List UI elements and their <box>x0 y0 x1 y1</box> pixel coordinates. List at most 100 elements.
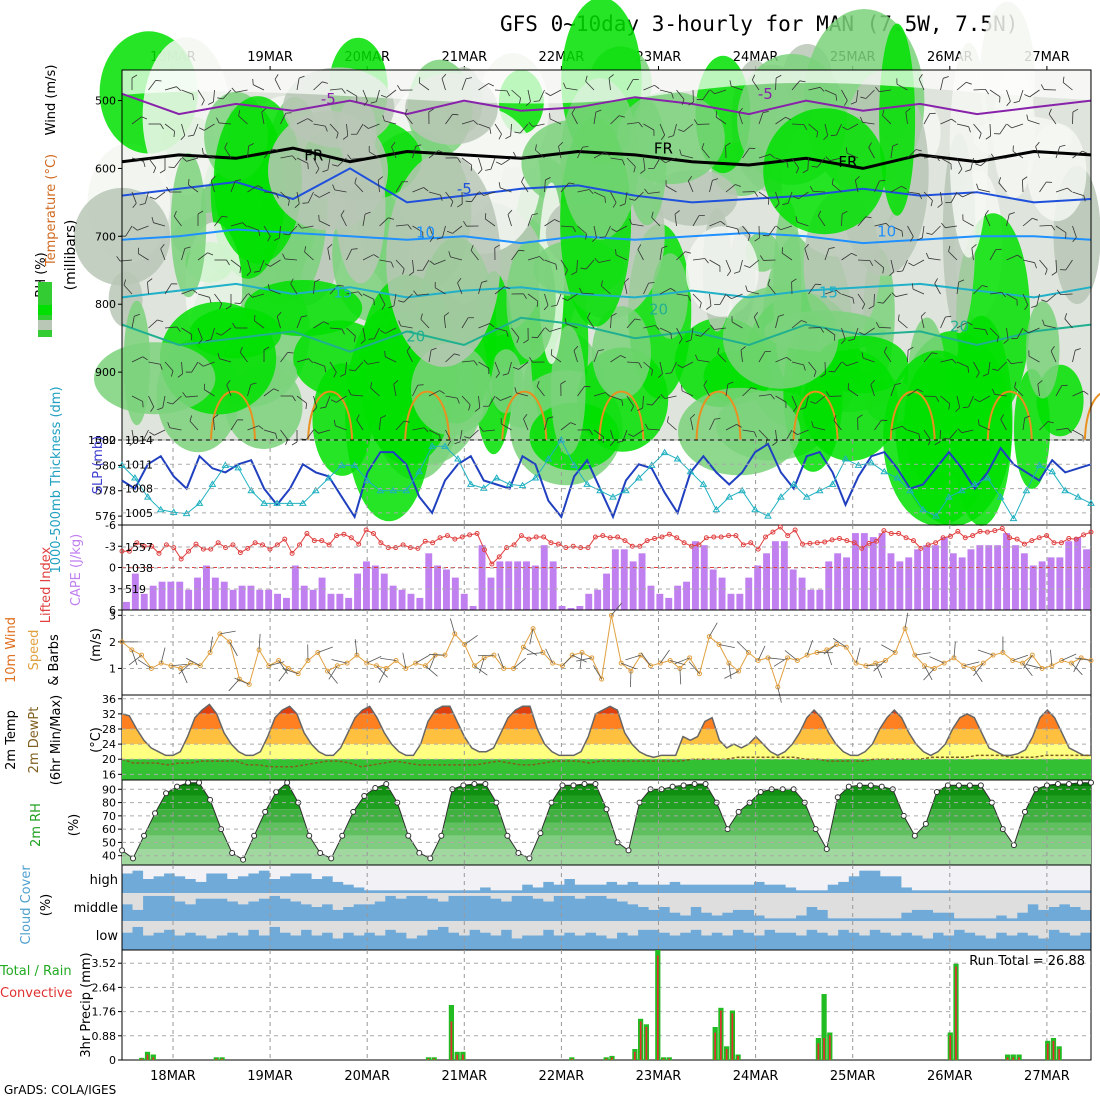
wind-barb <box>824 289 842 295</box>
temperature-tick-label: 20 <box>102 753 116 766</box>
wind-barb-flag <box>315 168 320 174</box>
wind-barb-flag <box>454 353 460 356</box>
wind-barb-flag <box>925 252 929 259</box>
wind-barb <box>648 157 661 169</box>
wind-barb <box>643 325 660 331</box>
wind-barb-flag <box>967 366 970 373</box>
wind-barb-shaft <box>676 293 689 297</box>
top-date-label: 19MAR <box>247 50 293 65</box>
wind-barb-flag <box>720 220 726 226</box>
wind-speed-marker <box>334 663 340 669</box>
wind-barb-flag <box>495 396 501 401</box>
wind-barb <box>692 258 709 264</box>
wind-barb-flag <box>966 81 972 85</box>
cloud-cover-bar <box>922 938 934 950</box>
cloud-cover-bar <box>122 932 133 950</box>
wind-barb-shaft <box>239 352 248 363</box>
wind-barb-shaft <box>354 361 364 372</box>
wind-barb-flag <box>1067 428 1072 434</box>
wind-barb-flag <box>350 133 357 135</box>
wind-barb-flag <box>184 246 191 249</box>
lifted-index-marker <box>859 545 865 551</box>
wind-barb-shaft <box>185 657 201 667</box>
wind-barb-flag <box>859 116 863 123</box>
wind-barb-flag <box>209 297 212 304</box>
wind-barb <box>470 244 479 261</box>
rh-marker <box>141 832 148 839</box>
cape-bar <box>611 549 619 610</box>
wind-barb <box>247 293 265 298</box>
wind-barb-flag <box>380 415 386 419</box>
wind-barb-shaft <box>890 225 903 232</box>
wind-barb <box>461 360 478 366</box>
wind-barb <box>329 361 337 378</box>
wind-barb-flag <box>828 247 835 250</box>
cloud-clear-bar <box>237 893 249 905</box>
wind-speed-marker <box>589 655 595 661</box>
wind-barb-flag <box>235 179 242 182</box>
cape-bar <box>460 593 468 610</box>
wind-speed-marker <box>931 665 937 671</box>
wind-barb-flag <box>865 216 872 219</box>
cloud-clear-bar <box>132 921 144 927</box>
wind-barb <box>151 216 166 227</box>
wind-barb <box>416 259 430 271</box>
wind-barb-flag <box>847 383 849 390</box>
wind-barb <box>497 653 505 669</box>
cloud-clear-bar <box>975 893 987 919</box>
cloud-clear-bar <box>206 865 218 874</box>
thickness-marker <box>660 448 669 456</box>
rh-marker <box>251 832 258 839</box>
wind-barb-flag <box>203 383 205 390</box>
wind-barb-shaft <box>824 123 829 136</box>
wind-barb-flag <box>384 350 386 357</box>
wind-barb-shaft <box>441 78 446 91</box>
bottom-date-label: 18MAR <box>150 1069 196 1084</box>
wind-barb-shaft <box>626 395 634 407</box>
wind-barb-flag <box>802 169 809 174</box>
lifted-index-marker <box>607 535 613 541</box>
wind-barb <box>685 327 694 343</box>
cape-bar <box>229 589 237 610</box>
cloud-clear-bar <box>543 893 555 902</box>
wind-barb-shaft <box>1021 179 1024 193</box>
wind-barb-flag <box>417 384 424 386</box>
cloud-cover-bar <box>827 918 839 921</box>
lifted-index-marker <box>851 540 857 546</box>
wind-barb-shaft <box>147 282 149 295</box>
wind-speed-marker <box>158 660 164 666</box>
cloud-cover-bar <box>922 890 934 893</box>
wind-barb-flag <box>968 126 971 133</box>
wind-barb-flag <box>681 99 685 105</box>
lifted-index-marker <box>459 534 465 540</box>
cloud-cover-bar <box>395 932 407 950</box>
wind-barb-shaft <box>882 115 892 125</box>
wind-barb-flag <box>967 321 973 326</box>
wind-barb <box>941 222 958 229</box>
wind-speed-marker <box>325 668 331 674</box>
temperature-tick-label: 32 <box>102 708 116 721</box>
cloud-clear-bar <box>164 865 176 874</box>
wind-barb-flag <box>143 161 146 168</box>
wind-barb-flag <box>465 200 472 203</box>
wind-barb-shaft <box>785 429 793 441</box>
wind-barb-shaft <box>731 85 743 91</box>
rh-shading <box>506 240 556 361</box>
wind-barb-shaft <box>775 157 787 163</box>
wind-barb-shaft <box>527 293 538 302</box>
wind-barb-shaft <box>406 351 413 363</box>
wind-barb-shaft <box>1035 146 1040 159</box>
thickness-marker <box>686 467 695 475</box>
wind-barb <box>441 73 447 91</box>
wind-barb <box>465 191 479 203</box>
wind-barb <box>340 210 347 227</box>
wind-barb-flag <box>820 373 826 378</box>
cloud-clear-bar <box>237 865 249 877</box>
wind-barb-shaft <box>180 668 188 684</box>
thickness-marker <box>156 505 165 513</box>
wind-barb-shaft <box>412 187 424 193</box>
cloud-clear-bar <box>553 921 565 936</box>
cape-bar <box>576 606 584 610</box>
wind-barb-shaft <box>577 225 587 235</box>
wind-barb <box>208 89 215 105</box>
